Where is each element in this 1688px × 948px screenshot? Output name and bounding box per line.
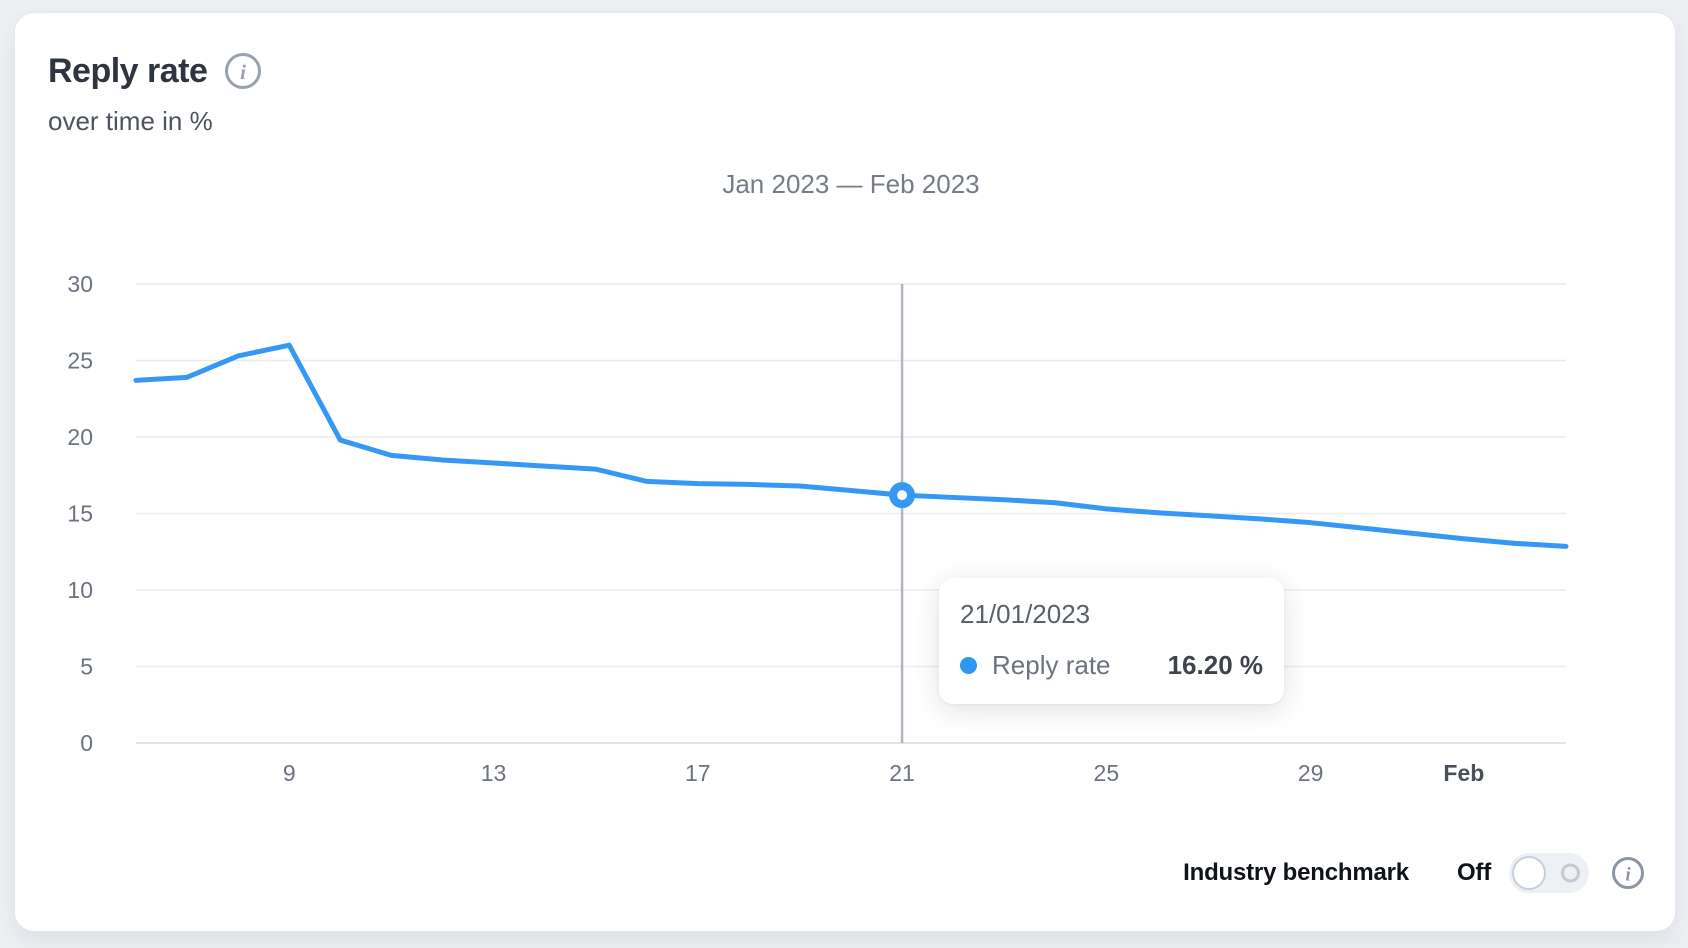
benchmark-toggle[interactable] [1509, 853, 1589, 893]
info-icon: i [225, 53, 262, 89]
title-info-button[interactable]: i [224, 52, 262, 90]
y-axis-label-25: 25 [67, 348, 93, 374]
info-icon: i [1612, 857, 1644, 889]
series-color-dot-icon [960, 656, 977, 674]
date-range-title: Jan 2023 — Feb 2023 [722, 169, 980, 199]
highlighted-point-marker[interactable] [889, 482, 916, 509]
card-header: Reply rate i [48, 49, 262, 93]
reply-rate-line-chart[interactable]: 30 25 20 15 10 5 0 9 13 17 21 25 29 Feb [15, 13, 1677, 933]
y-axis-label-5: 5 [80, 654, 93, 680]
tooltip-date: 21/01/2023 [960, 599, 1091, 629]
benchmark-state-off: Off [1456, 859, 1491, 886]
page-title: Reply rate [48, 52, 208, 90]
reply-rate-series-line [133, 342, 1569, 549]
tooltip-series-label: Reply rate [992, 650, 1111, 680]
reply-rate-card: Reply rate i over time in % Jan 2023 — F… [14, 12, 1676, 932]
x-axis-label-9: 9 [283, 760, 296, 786]
x-axis-label-17: 17 [685, 760, 711, 786]
y-axis-label-10: 10 [67, 577, 93, 603]
toggle-knob[interactable] [1512, 856, 1546, 890]
x-axis-label-25: 25 [1094, 760, 1120, 786]
tooltip-series-value: 16.20 % [1167, 650, 1263, 680]
svg-text:i: i [240, 60, 246, 84]
x-axis-label-13: 13 [481, 760, 507, 786]
benchmark-label: Industry benchmark [1183, 859, 1409, 886]
svg-text:i: i [1625, 865, 1631, 886]
chart-subtitle: over time in % [48, 106, 213, 136]
tooltip-series-row: Reply rate 16.20 % [960, 651, 1263, 679]
chart-tooltip: 21/01/2023 Reply rate 16.20 % [939, 578, 1284, 704]
benchmark-info-button[interactable]: i [1611, 856, 1645, 890]
x-axis-label-Feb: Feb [1443, 760, 1484, 786]
x-axis-label-29: 29 [1298, 760, 1324, 786]
y-axis-label-0: 0 [80, 730, 93, 756]
y-axis-label-15: 15 [67, 501, 93, 527]
x-axis-label-21: 21 [889, 760, 915, 786]
toggle-off-ring-icon [1561, 863, 1580, 883]
y-axis-label-20: 20 [67, 424, 93, 450]
y-axis-label-30: 30 [67, 271, 93, 297]
industry-benchmark-row: Industry benchmark Off i [1183, 849, 1645, 897]
